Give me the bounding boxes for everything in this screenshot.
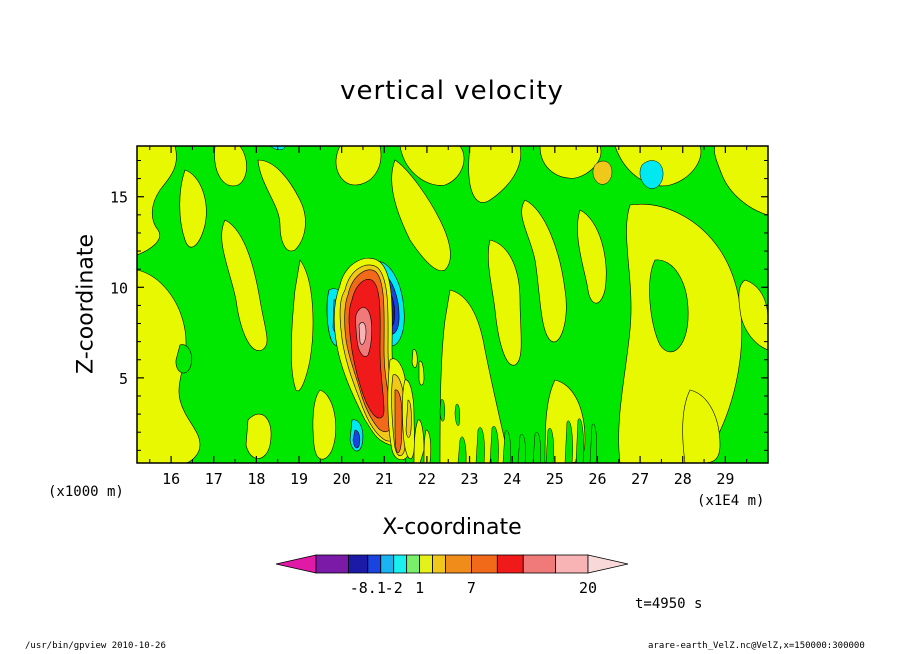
x-unit-left: (x1000 m) — [48, 484, 124, 500]
small-features — [269, 146, 664, 463]
colorbar-label: -8.1 — [350, 579, 386, 597]
colorbar-swatch — [522, 554, 557, 574]
y-tick-label: 10 — [110, 279, 128, 297]
colorbar-swatch — [315, 554, 349, 574]
x-tick-label: 23 — [461, 470, 479, 488]
x-tick-label: 22 — [418, 470, 436, 488]
colorbar-upper-arrow — [587, 554, 629, 574]
time-label: t=4950 s — [635, 596, 703, 612]
positive-regions — [137, 146, 768, 463]
storm-cell — [326, 257, 432, 463]
colorbar-swatch — [393, 554, 408, 574]
colorbar-label: -2 — [385, 579, 403, 597]
x-tick-label: 25 — [546, 470, 564, 488]
colorbar-swatch — [555, 554, 589, 574]
colorbar-label: 20 — [579, 579, 597, 597]
x-tick-label: 24 — [503, 470, 521, 488]
colorbar-swatch — [406, 554, 421, 574]
colorbar-swatch — [380, 554, 395, 574]
x-tick-label: 26 — [588, 470, 606, 488]
contour-field — [137, 146, 768, 463]
colorbar: -8.1-2 1 7 20 — [275, 554, 629, 597]
colorbar-swatch — [471, 554, 498, 574]
colorbar-label: 1 — [415, 579, 424, 597]
x-tick-label: 27 — [631, 470, 649, 488]
x-tick-label: 21 — [375, 470, 393, 488]
colorbar-swatch — [347, 554, 369, 574]
x-ticks: 16 17 18 19 20 21 22 23 24 25 26 27 28 29 — [149, 146, 748, 488]
zero-islands — [175, 259, 689, 374]
x-unit-right: (x1E4 m) — [697, 493, 765, 509]
x-tick-label: 29 — [716, 470, 734, 488]
x-tick-label: 18 — [247, 470, 265, 488]
x-tick-label: 19 — [290, 470, 308, 488]
colorbar-swatch — [432, 554, 446, 574]
y-tick-label: 15 — [110, 189, 128, 207]
footer-right: arare-earth_VelZ.nc@VelZ,x=150000:300000 — [648, 641, 865, 651]
x-tick-label: 17 — [205, 470, 223, 488]
plot-frame — [136, 145, 769, 464]
colorbar-swatch — [496, 554, 524, 574]
x-tick-label: 16 — [162, 470, 180, 488]
colorbar-swatch — [419, 554, 433, 574]
colorbar-lower-arrow — [275, 554, 317, 574]
x-tick-label: 28 — [674, 470, 692, 488]
y-tick-label: 5 — [119, 370, 128, 388]
y-ticks: 5 10 15 — [110, 159, 768, 451]
x-axis-title: X-coordinate — [382, 515, 522, 540]
footer-left: /usr/bin/gpview 2010-10-26 — [25, 641, 166, 651]
x-tick-label: 20 — [333, 470, 351, 488]
colorbar-swatch — [367, 554, 382, 574]
colorbar-swatch — [445, 554, 472, 574]
chart-title: vertical velocity — [340, 76, 564, 106]
colorbar-label: 7 — [467, 579, 476, 597]
